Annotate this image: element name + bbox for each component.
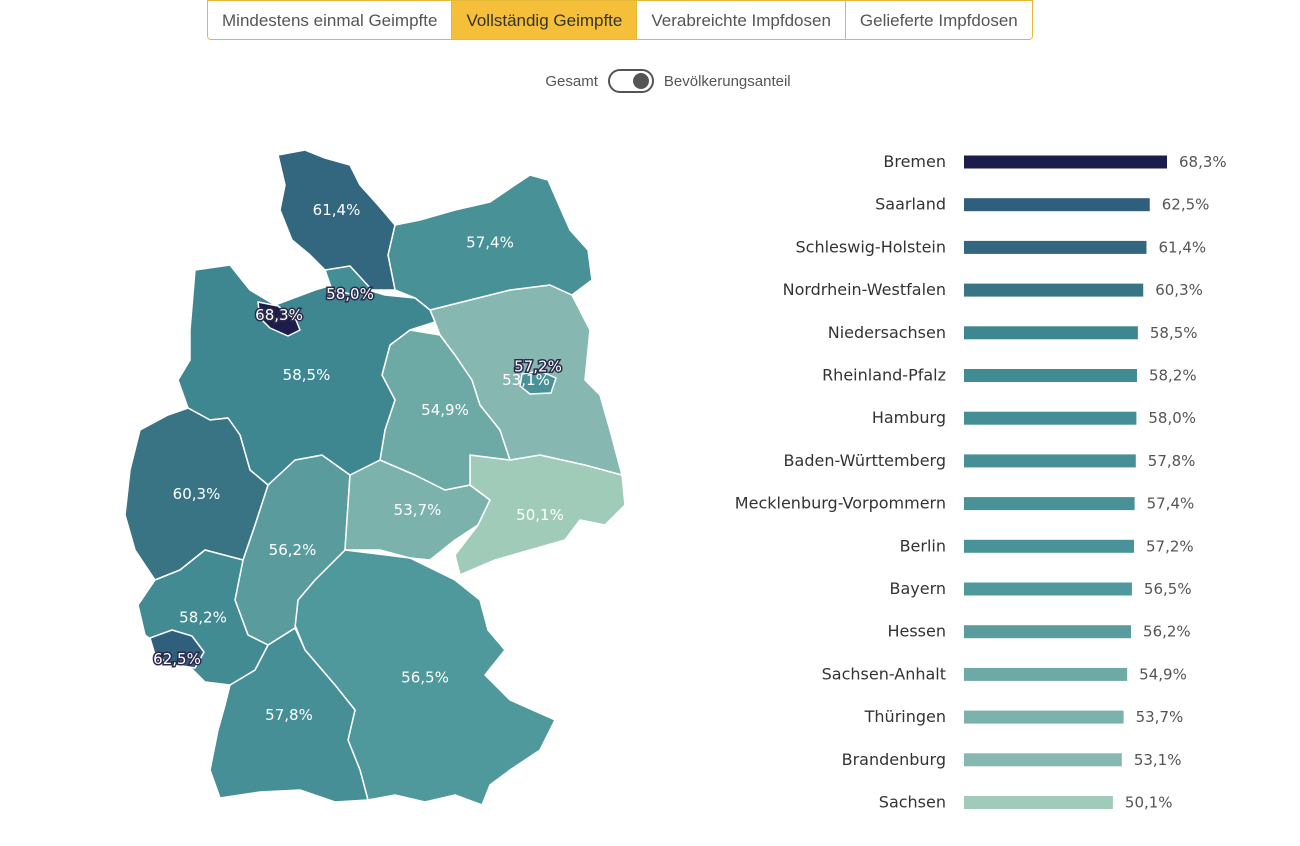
bar-bremen[interactable] [964, 155, 1167, 169]
toggle-label-gesamt: Gesamt [545, 72, 598, 90]
bar-category-label: Hessen [887, 622, 946, 641]
bar-baden-wuerttemberg[interactable] [964, 454, 1136, 468]
map-label-bremen: 68,3% [255, 306, 303, 324]
map-label-niedersachsen: 58,5% [283, 366, 331, 384]
bar-hessen[interactable] [964, 625, 1132, 639]
map-label-sachsen: 50,1% [516, 506, 564, 524]
bar-value-label: 57,2% [1146, 537, 1194, 555]
bar-category-label: Mecklenburg-Vorpommern [735, 494, 946, 513]
bar-category-label: Rheinland-Pfalz [822, 366, 946, 385]
bar-category-label: Schleswig-Holstein [796, 237, 946, 256]
map-label-brandenburg: 53,1% [502, 371, 550, 389]
map-region-bremen[interactable] [257, 301, 301, 337]
bar-bayern[interactable] [964, 582, 1132, 596]
map-label-bayern: 56,5% [401, 669, 449, 687]
map-label-baden-wuerttemberg: 57,8% [265, 706, 313, 724]
bar-hamburg[interactable] [964, 411, 1137, 425]
bar-category-label: Niedersachsen [828, 323, 946, 342]
bar-category-label: Bremen [883, 152, 946, 171]
bar-value-label: 57,8% [1148, 452, 1196, 470]
tab-mindestens-einmal-geimpfte[interactable]: Mindestens einmal Geimpfte [208, 1, 453, 39]
map-label-hessen: 56,2% [269, 541, 317, 559]
bar-value-label: 57,4% [1147, 495, 1195, 513]
map-label-saarland: 62,5% [153, 650, 201, 668]
bar-category-label: Bayern [889, 579, 946, 598]
bar-value-label: 60,3% [1155, 281, 1203, 299]
germany-choropleth-map: 61,4% 58,0% 57,4% 68,3% 58,5% 57,2%53,1% 54,9%… [124, 149, 626, 806]
bar-value-label: 61,4% [1158, 238, 1206, 256]
bar-rheinland-pfalz[interactable] [964, 369, 1137, 382]
bar-value-label: 56,5% [1144, 580, 1192, 598]
bar-value-label: 53,7% [1136, 708, 1184, 726]
bar-value-label: 56,2% [1143, 623, 1191, 641]
map-label-thueringen: 53,7% [394, 501, 442, 519]
tab-gelieferte-impfdosen[interactable]: Gelieferte Impfdosen [845, 1, 1032, 39]
bar-mecklenburg-vorpommern[interactable] [964, 497, 1135, 511]
bar-value-label: 53,1% [1134, 751, 1182, 769]
bar-value-label: 50,1% [1125, 794, 1173, 812]
bar-value-label: 58,0% [1148, 409, 1196, 427]
tab-verabreichte-impfdosen[interactable]: Verabreichte Impfdosen [637, 1, 846, 39]
bar-category-label: Thüringen [864, 707, 946, 726]
bar-category-label: Baden-Württemberg [784, 451, 946, 470]
bar-thueringen[interactable] [964, 710, 1124, 724]
bar-schleswig-holstein[interactable] [964, 240, 1147, 254]
map-label-rheinland-pfalz: 58,2% [179, 609, 227, 627]
map-region-berlin[interactable] [519, 370, 557, 395]
bar-value-label: 54,9% [1139, 665, 1187, 683]
map-region-schleswig-holstein[interactable] [277, 149, 396, 291]
bar-category-label: Sachsen [879, 793, 946, 812]
tab-vollstaendig-geimpfte[interactable]: Vollständig Geimpfte [452, 1, 638, 39]
bar-category-label: Sachsen-Anhalt [822, 664, 946, 683]
bar-category-label: Berlin [900, 536, 946, 555]
map-region-nordrhein-westfalen[interactable] [124, 407, 269, 581]
bar-niedersachsen[interactable] [964, 326, 1138, 340]
bar-sachsen[interactable] [964, 796, 1113, 809]
map-region-saarland[interactable] [149, 629, 205, 669]
bar-nordrhein-westfalen[interactable] [964, 283, 1144, 297]
map-label-sachsen-anhalt: 54,9% [421, 401, 469, 419]
bar-value-label: 68,3% [1179, 153, 1227, 171]
map-label-nordrhein-westfalen: 60,3% [173, 485, 221, 503]
bar-brandenburg[interactable] [964, 753, 1122, 767]
bar-value-label: 58,5% [1150, 324, 1198, 342]
map-label-schleswig-holstein: 61,4% [313, 201, 361, 219]
map-label-berlin: 57,2% [514, 358, 562, 376]
map-label-mecklenburg-vorpommern: 57,4% [466, 234, 514, 252]
bar-category-label: Hamburg [872, 408, 946, 427]
bar-category-label: Brandenburg [842, 750, 946, 769]
bar-saarland[interactable] [964, 198, 1150, 212]
metric-tab-bar: Mindestens einmal Geimpfte Vollständig G… [207, 0, 1033, 40]
map-label-hamburg: 58,0% [326, 285, 374, 303]
bar-value-label: 62,5% [1162, 196, 1210, 214]
display-mode-toggle-row: Gesamt Bevölkerungsanteil [0, 66, 1300, 96]
display-mode-switch[interactable] [607, 69, 654, 93]
toggle-label-bevoelkerungsanteil: Bevölkerungsanteil [663, 72, 791, 90]
bar-berlin[interactable] [964, 539, 1135, 553]
bar-category-label: Saarland [875, 195, 946, 214]
switch-knob [632, 73, 649, 89]
bar-value-label: 58,2% [1149, 367, 1197, 385]
bar-category-label: Nordrhein-Westfalen [783, 280, 946, 299]
bar-sachsen-anhalt[interactable] [964, 667, 1128, 681]
